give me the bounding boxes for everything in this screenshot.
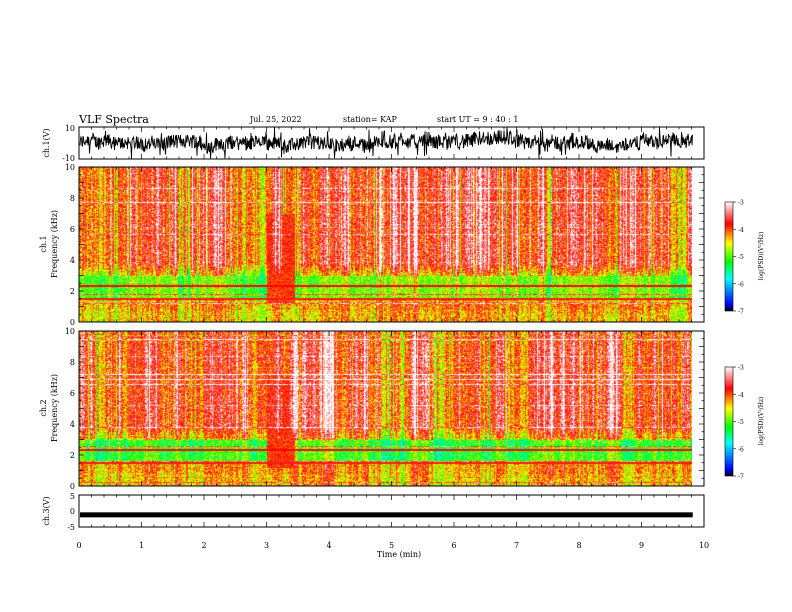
ch1-colorbar-gradient xyxy=(724,201,734,312)
ch2-spectrogram-ylabel-freq: Frequency (kHz) xyxy=(50,374,59,442)
ch3-ytick-bottom: -5 xyxy=(67,523,75,532)
colorbar-tick-label: -5 xyxy=(738,254,744,261)
x-axis-label: Time (min) xyxy=(377,550,421,559)
ch2-spectrogram-panel: 0 2 4 6 8 10 ch.2 Frequency (kHz) xyxy=(39,327,705,491)
colorbar-tick-label: -7 xyxy=(738,309,744,316)
figure-title: VLF Spectra xyxy=(78,113,149,126)
x-tick-label: 5 xyxy=(389,541,394,550)
colorbar-tick-label: -7 xyxy=(738,474,744,481)
y-tick-label: 0 xyxy=(70,482,75,491)
ch2-colorbar-ticks: -3 -4 -5 -6 -7 xyxy=(733,365,744,481)
ch2-colorbar-label: log(PSD)(V²/Hz) xyxy=(758,397,765,446)
y-tick-label: 4 xyxy=(70,420,75,429)
ch2-spectrogram-yticks: 0 2 4 6 8 10 xyxy=(65,327,704,491)
ch3-waveform-trace xyxy=(80,512,693,518)
y-tick-label: 0 xyxy=(70,318,75,327)
ch2-spectrogram-image xyxy=(79,331,692,486)
ch2-spectrogram-ylabel-channel: ch.2 xyxy=(39,399,48,416)
ch1-waveform-ylabel: ch.1(V) xyxy=(42,128,51,157)
ch3-waveform-frame xyxy=(78,494,705,528)
x-tick-label: 10 xyxy=(699,541,709,550)
colorbar-tick-label: -4 xyxy=(738,227,744,234)
ch2-spectrogram-ticks xyxy=(78,331,705,486)
ch1-spectrogram-yticks: 0 2 4 6 8 10 xyxy=(65,163,704,327)
colorbar-tick-label: -3 xyxy=(738,365,744,372)
ch3-ytick-mid: 0 xyxy=(70,507,75,516)
colorbar-tick-label: -3 xyxy=(738,200,744,207)
ch1-ytick-top: 10 xyxy=(65,124,75,133)
ch1-spectrogram-ylabel-freq: Frequency (kHz) xyxy=(50,210,59,278)
colorbar-tick-label: -4 xyxy=(738,392,744,399)
ch1-spectrogram-image xyxy=(79,167,692,322)
x-tick-label: 1 xyxy=(139,541,144,550)
x-tick-label: 4 xyxy=(326,541,331,550)
x-tick-label: 0 xyxy=(76,541,81,550)
ch3-waveform-panel: 5 0 -5 ch.3(V) xyxy=(42,492,705,532)
ch1-spectrogram-ylabel-channel: ch.1 xyxy=(39,235,48,252)
ch1-waveform-panel: 10 -10 ch.1(V) xyxy=(42,124,705,163)
x-tick-label: 6 xyxy=(451,541,456,550)
x-tick-label: 9 xyxy=(639,541,644,550)
y-tick-label: 6 xyxy=(70,389,75,398)
ch2-colorbar: -3 -4 -5 -6 -7 log(PSD)(V²/Hz) xyxy=(724,365,765,481)
y-tick-label: 6 xyxy=(70,225,75,234)
start-time-label: start UT = 9 : 40 : 1 xyxy=(437,115,518,124)
y-tick-label: 2 xyxy=(70,287,75,296)
x-tick-label: 8 xyxy=(576,541,581,550)
colorbar-tick-label: -6 xyxy=(738,281,744,288)
y-tick-label: 2 xyxy=(70,451,75,460)
y-tick-label: 4 xyxy=(70,256,75,265)
ch3-waveform-ticks xyxy=(78,495,705,527)
y-tick-label: 10 xyxy=(65,327,75,336)
x-tick-labels: 0 1 2 3 4 5 6 7 8 9 10 xyxy=(76,541,709,550)
x-tick-label: 2 xyxy=(201,541,206,550)
ch1-ytick-bottom: -10 xyxy=(62,154,75,163)
x-tick-label: 7 xyxy=(514,541,519,550)
station-label: station= KAP xyxy=(343,115,398,124)
ch1-spectrogram-ticks xyxy=(78,167,705,322)
ch1-colorbar-ticks: -3 -4 -5 -6 -7 xyxy=(733,200,744,316)
x-tick-label: 3 xyxy=(264,541,269,550)
ch1-colorbar: -3 -4 -5 -6 -7 log(PSD)(V²/Hz) xyxy=(724,200,765,316)
ch3-waveform-ylabel: ch.3(V) xyxy=(42,496,51,525)
ch1-waveform-ticks xyxy=(78,127,705,159)
colorbar-tick-label: -6 xyxy=(738,446,744,453)
ch1-spectrogram-panel: 0 2 4 6 8 10 ch.1 Frequency (kHz) xyxy=(39,163,705,327)
y-tick-label: 8 xyxy=(70,358,75,367)
colorbar-tick-label: -5 xyxy=(738,419,744,426)
ch3-ytick-top: 5 xyxy=(70,492,75,501)
y-tick-label: 8 xyxy=(70,194,75,203)
ch1-colorbar-label: log(PSD)(V²/Hz) xyxy=(758,232,765,281)
ch1-waveform-trace xyxy=(79,127,693,159)
y-tick-label: 10 xyxy=(65,163,75,172)
date-label: Jul. 25, 2022 xyxy=(249,115,302,124)
ch2-colorbar-gradient xyxy=(724,366,734,477)
